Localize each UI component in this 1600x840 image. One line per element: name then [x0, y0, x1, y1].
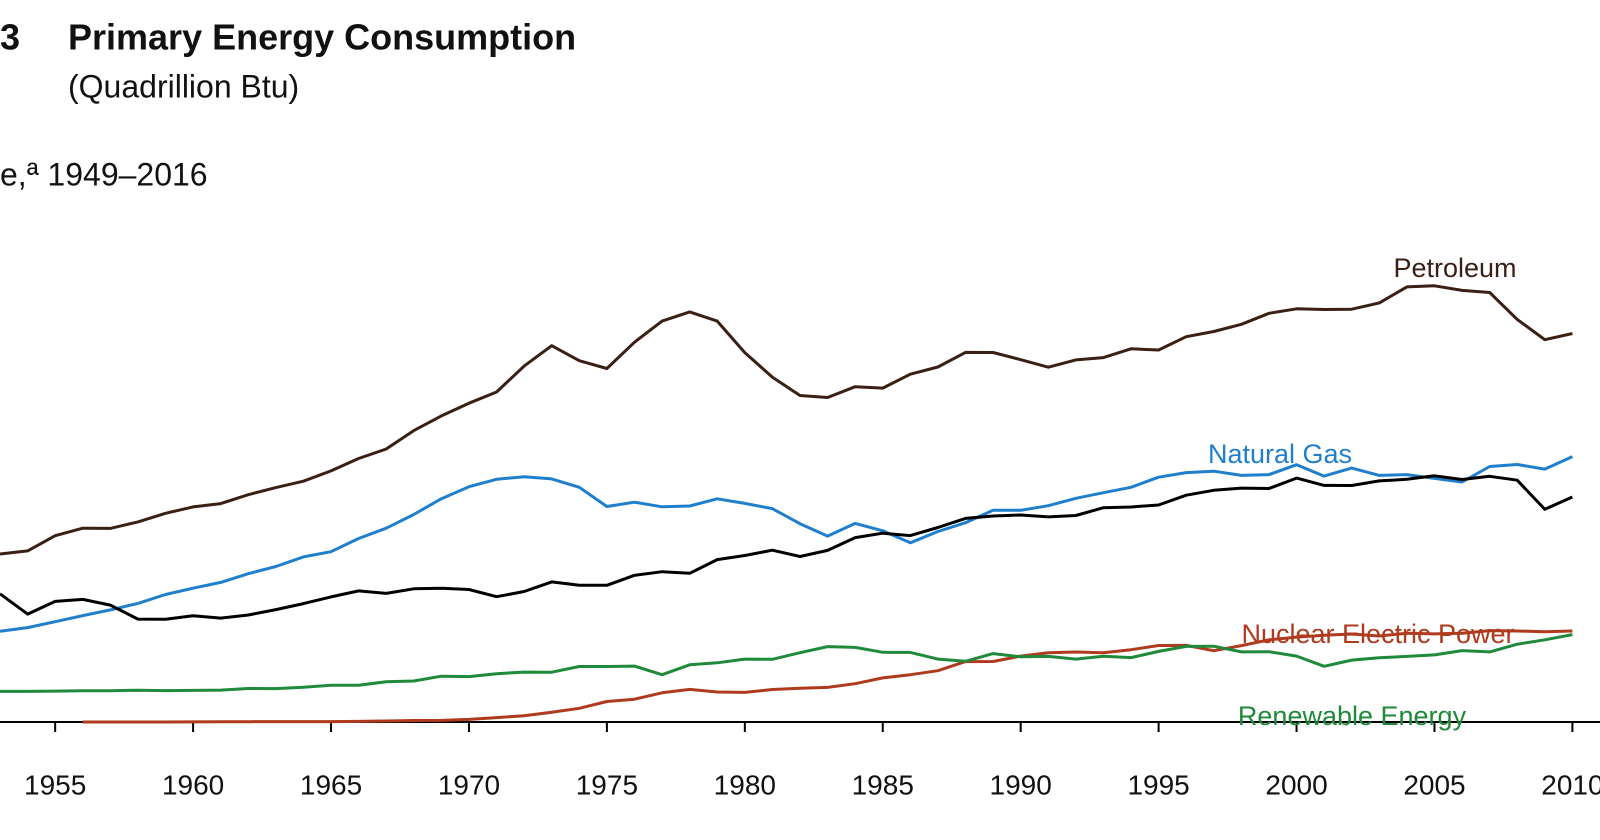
x-tick-label: 1990: [990, 769, 1052, 800]
x-tick-label: 1955: [24, 769, 86, 800]
x-tick-label: 1980: [714, 769, 776, 800]
series-label: Natural Gas: [1208, 439, 1352, 469]
series-line: [82, 629, 1573, 724]
series-line: [0, 455, 1574, 633]
x-tick-label: 1995: [1127, 769, 1189, 800]
series-label: Renewable Energy: [1238, 701, 1467, 731]
series-line: [0, 633, 1573, 693]
figure-number: 3: [0, 17, 20, 58]
series-label: Petroleum: [1393, 253, 1516, 283]
x-tick-label: 2005: [1403, 769, 1465, 800]
series-line: [0, 474, 1574, 621]
x-tick-label: 1985: [852, 769, 914, 800]
series-label: Nuclear Electric Power: [1241, 619, 1514, 649]
panel-title: e,ª 1949–2016: [0, 156, 208, 192]
chart-subtitle: (Quadrillion Btu): [68, 68, 299, 104]
x-tick-label: 1970: [438, 769, 500, 800]
x-tick-label: 1960: [162, 769, 224, 800]
chart-title: Primary Energy Consumption: [68, 17, 576, 58]
x-tick-label: 2000: [1265, 769, 1327, 800]
x-tick-label: 2010: [1541, 769, 1600, 800]
x-tick-label: 1975: [576, 769, 638, 800]
x-tick-label: 1965: [300, 769, 362, 800]
series-line: [0, 284, 1573, 556]
